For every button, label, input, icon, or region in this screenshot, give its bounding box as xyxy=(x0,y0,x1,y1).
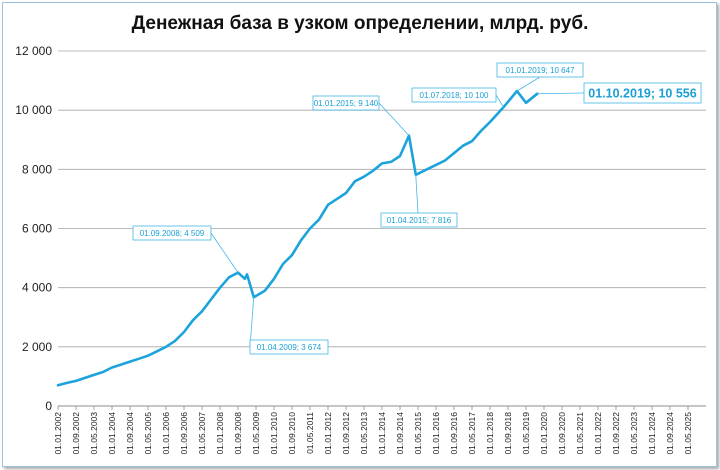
x-tick-label: 01.01.2004 xyxy=(107,412,117,455)
chart-title: Денежная база в узком определении, млрд.… xyxy=(132,13,589,34)
annotation-box xyxy=(132,225,212,241)
x-tick-label: 01.09.2022 xyxy=(611,412,621,455)
y-tick-label: 4 000 xyxy=(22,281,52,295)
x-tick-label: 01.05.2019 xyxy=(521,412,531,455)
annotation-leader xyxy=(415,174,419,214)
annotation-label: 01.01.2015; 9 140 xyxy=(314,99,379,108)
x-tick-label: 01.09.2008 xyxy=(233,412,243,455)
x-tick-label: 01.05.2003 xyxy=(89,412,99,455)
annotation-leader xyxy=(516,76,541,92)
x-tick-label: 01.09.2002 xyxy=(71,412,81,455)
annotation-box xyxy=(583,82,702,104)
x-tick-label: 01.09.2004 xyxy=(125,412,135,455)
annotation-label: 01.09.2008; 4 509 xyxy=(140,229,205,238)
y-axis: 0 2 000 4 000 6 000 8 000 10 000 12 000 xyxy=(15,44,52,413)
annotation-leader xyxy=(537,92,585,95)
x-tick-label: 01.01.2014 xyxy=(377,412,387,455)
y-tick-label: 6 000 xyxy=(22,222,52,236)
x-tick-label: 01.01.2010 xyxy=(269,412,279,455)
series-layer xyxy=(56,89,539,387)
annotation-label: 01.01.2019; 10 647 xyxy=(506,66,576,75)
x-tick-label: 01.09.2014 xyxy=(395,412,405,455)
x-tick-label: 01.01.2018 xyxy=(485,412,495,455)
annotation-leader xyxy=(495,94,504,108)
x-tick-label: 01.05.2005 xyxy=(143,412,153,455)
x-tick-label: 01.05.2013 xyxy=(359,412,369,455)
x-tick-label: 01.01.2008 xyxy=(215,412,225,455)
annotation-leader xyxy=(249,297,255,348)
x-tick-label: 01.01.2020 xyxy=(539,412,549,455)
x-tick-label: 01.09.2020 xyxy=(557,412,567,455)
x-axis: 01.01.2002 01.09.2002 01.05.2003 01.01.2004… xyxy=(53,406,693,455)
annotation-box xyxy=(312,95,380,111)
y-tick-label: 10 000 xyxy=(15,103,52,117)
x-tick-label: 01.09.2012 xyxy=(341,412,351,455)
annotation-box xyxy=(249,339,329,355)
annotation-label: 01.04.2015; 7 816 xyxy=(387,216,452,225)
x-tick-label: 01.05.2017 xyxy=(467,412,477,455)
annotation-label: 01.04.2009; 3 674 xyxy=(257,343,322,352)
annotations-layer: 01.09.2008; 4 509 01.04.2009; 3 674 01.01.… xyxy=(132,62,702,355)
x-tick-label: 01.05.2025 xyxy=(683,412,693,455)
y-tick-label: 2 000 xyxy=(22,340,52,354)
x-tick-label: 01.05.2007 xyxy=(197,412,207,455)
annotation-box xyxy=(496,62,584,78)
annotation-box xyxy=(380,212,458,228)
series-line xyxy=(56,89,539,387)
x-tick-label: 01.09.2006 xyxy=(179,412,189,455)
x-tick-label: 01.05.2011 xyxy=(305,412,315,454)
annotation-box xyxy=(411,87,497,103)
x-tick-label: 01.01.2016 xyxy=(431,412,441,455)
x-tick-label: 01.09.2024 xyxy=(665,412,675,455)
annotation-label: 01.10.2019; 10 556 xyxy=(588,87,696,101)
x-tick-label: 01.01.2024 xyxy=(647,412,657,455)
x-tick-label: 01.01.2002 xyxy=(53,412,63,455)
x-tick-label: 01.09.2018 xyxy=(503,412,513,455)
x-tick-label: 01.05.2015 xyxy=(413,412,423,455)
x-tick-label: 01.09.2010 xyxy=(287,412,297,455)
x-tick-label: 01.01.2006 xyxy=(161,412,171,455)
x-tick-label: 01.05.2023 xyxy=(629,412,639,455)
x-tick-label: 01.09.2016 xyxy=(449,412,459,455)
x-tick-label: 01.05.2009 xyxy=(251,412,261,455)
x-tick-label: 01.05.2021 xyxy=(575,412,585,455)
y-tick-label: 0 xyxy=(45,399,52,413)
y-tick-label: 8 000 xyxy=(22,162,52,176)
x-tick-label: 01.01.2012 xyxy=(323,412,333,455)
annotation-label: 01.07.2018; 10 100 xyxy=(420,91,490,100)
annotation-leader xyxy=(378,102,410,136)
annotation-leader xyxy=(210,232,239,273)
x-tick-label: 01.01.2022 xyxy=(593,412,603,455)
y-tick-label: 12 000 xyxy=(15,44,52,58)
